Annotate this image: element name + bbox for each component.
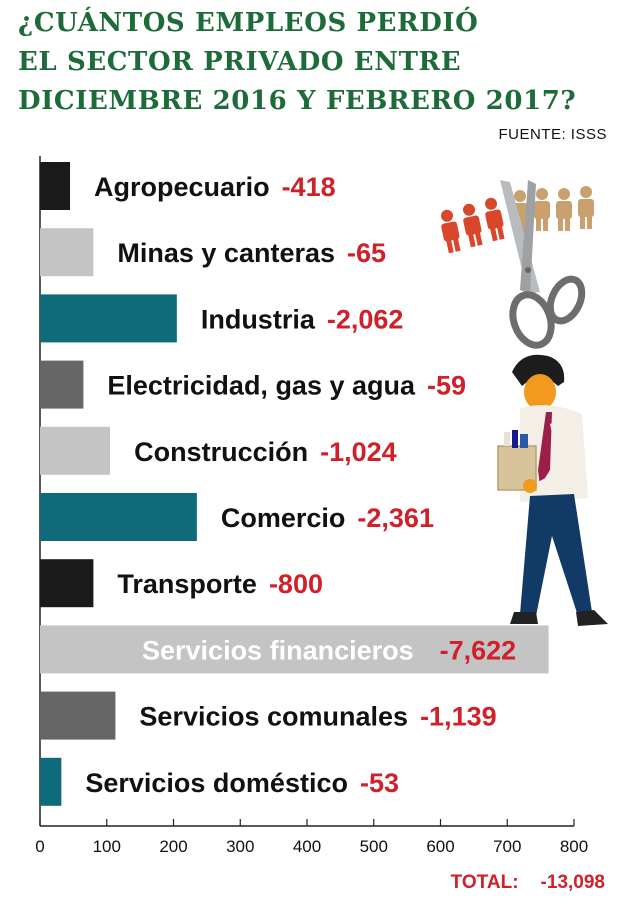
total-label: TOTAL: -13,098 <box>451 872 605 894</box>
bar <box>40 426 111 475</box>
x-tick-label: 500 <box>360 837 388 856</box>
bar <box>40 294 177 343</box>
value-label: -1,139 <box>420 702 497 732</box>
value-label: -1,024 <box>320 437 397 467</box>
category-label: Servicios doméstico <box>85 768 348 798</box>
value-label: -2,361 <box>357 503 434 533</box>
x-tick-label: 200 <box>159 837 187 856</box>
value-label: -53 <box>360 768 399 798</box>
dismissed-worker-icon <box>497 354 608 626</box>
source-note: FUENTE: ISSS <box>498 126 607 143</box>
labels-group: Agropecuario -418 Minas y canteras -65 Indus… <box>85 172 516 798</box>
category-label: Transporte <box>117 569 257 599</box>
bars-group <box>40 162 549 806</box>
bar <box>40 691 116 740</box>
bar <box>40 360 84 409</box>
total-caption: TOTAL: <box>450 872 519 893</box>
x-tick-label: 700 <box>493 837 521 856</box>
paper-people-red-icon <box>441 197 505 254</box>
x-tick-label: 600 <box>426 837 454 856</box>
total-value: -13,098 <box>540 872 605 893</box>
title-line-2: EL SECTOR PRIVADO ENTRE <box>18 47 462 77</box>
scissors-icon <box>500 180 586 349</box>
category-label: Industria <box>201 304 316 334</box>
value-label: -2,062 <box>327 304 404 334</box>
category-label: Agropecuario <box>94 172 270 202</box>
value-label: -418 <box>282 172 336 202</box>
category-label: Electricidad, gas y agua <box>107 371 416 401</box>
bar <box>40 757 62 806</box>
category-label: Servicios comunales <box>139 702 408 732</box>
bar <box>40 162 71 210</box>
value-label: -65 <box>347 238 386 268</box>
bar <box>40 228 94 277</box>
illustrations <box>441 180 608 626</box>
value-label: -800 <box>269 569 323 599</box>
title-line-3: DICIEMBRE 2016 Y FEBRERO 2017? <box>18 86 577 116</box>
value-label: -59 <box>427 371 466 401</box>
title-line-1: ¿CUÁNTOS EMPLEOS PERDIÓ <box>18 8 479 38</box>
category-label: Comercio <box>221 503 346 533</box>
category-label: Construcción <box>134 437 308 467</box>
category-label: Servicios financieros <box>142 635 414 665</box>
category-label: Minas y canteras <box>117 238 335 268</box>
paper-people-tan-icon <box>512 186 594 233</box>
bar <box>40 625 549 674</box>
value-label: -7,622 <box>440 635 517 665</box>
x-tick-label: 100 <box>93 837 121 856</box>
x-tick-label: 800 <box>560 837 588 856</box>
x-tick-label: 400 <box>293 837 321 856</box>
bar <box>40 559 94 608</box>
chart-title: ¿CUÁNTOS EMPLEOS PERDIÓ EL SECTOR PRIVAD… <box>18 4 618 121</box>
x-tick-label: 0 <box>35 837 44 856</box>
x-tick-label: 300 <box>226 837 254 856</box>
bar <box>40 493 197 541</box>
